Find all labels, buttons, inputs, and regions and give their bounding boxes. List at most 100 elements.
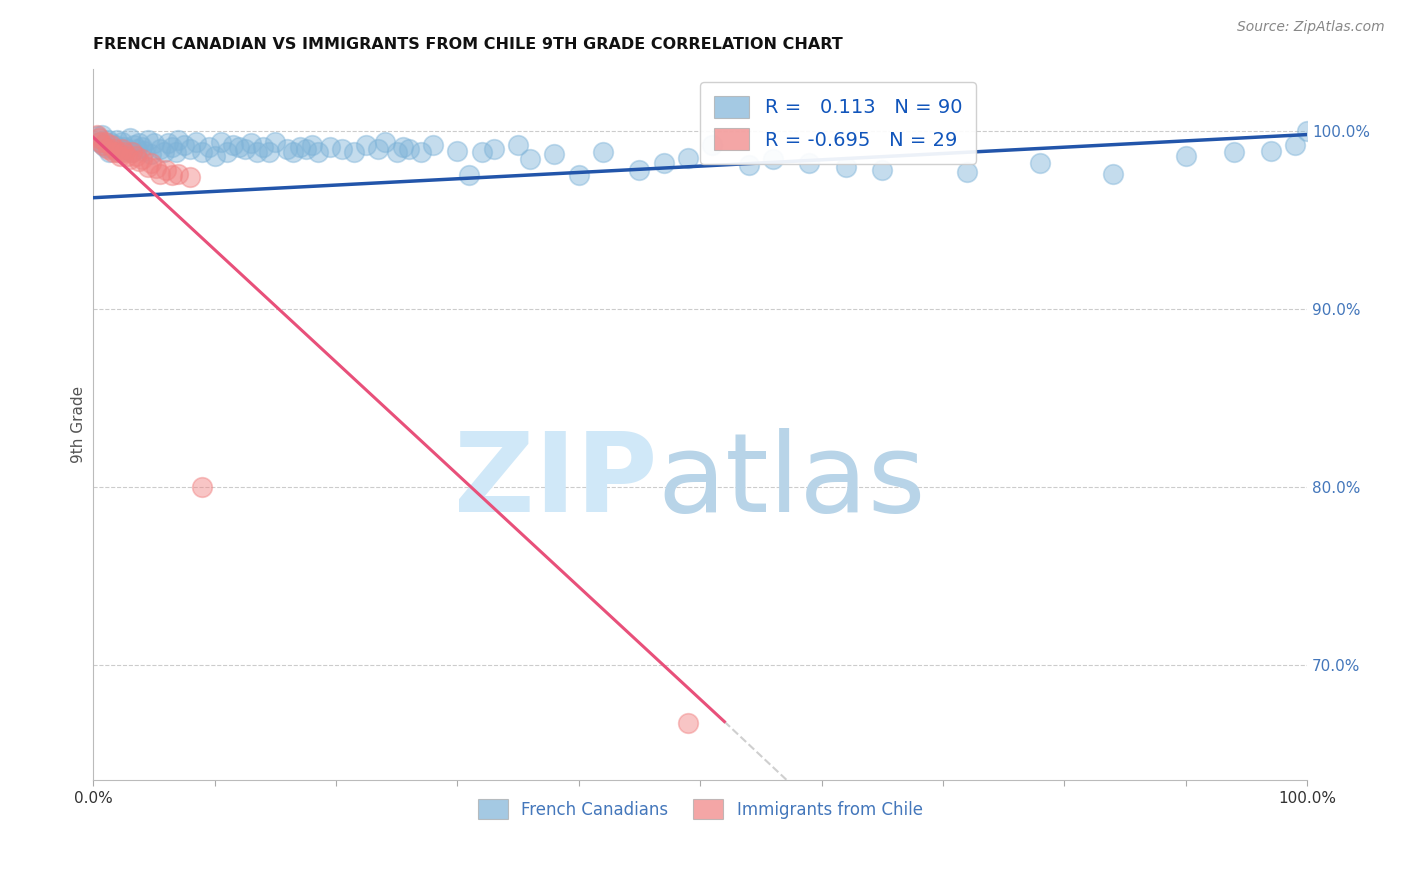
Point (107, 145, 129, 160)
Point (1223, 145, 1246, 160)
Point (94, 135, 117, 149)
Y-axis label: 9th Grade: 9th Grade (72, 386, 86, 463)
Point (125, 142, 148, 156)
Point (128, 154, 150, 169)
Point (191, 145, 214, 160)
Point (835, 160, 858, 174)
Point (283, 145, 305, 160)
Point (228, 140, 250, 154)
Point (257, 145, 280, 160)
Point (134, 144, 156, 158)
Point (276, 142, 298, 156)
Point (136, 160, 159, 174)
Point (121, 145, 143, 160)
Point (167, 167, 190, 181)
Point (152, 145, 174, 160)
Point (160, 169, 183, 183)
Point (409, 145, 432, 160)
Point (307, 145, 329, 160)
Point (1296, 124, 1319, 138)
Point (121, 145, 143, 160)
Point (97, 133, 120, 147)
Point (956, 165, 979, 179)
Point (1174, 149, 1197, 163)
Point (356, 138, 378, 153)
Point (288, 140, 311, 154)
Point (118, 131, 141, 145)
Point (155, 163, 177, 178)
Point (1101, 167, 1123, 181)
Point (1284, 138, 1306, 153)
Point (1029, 156, 1052, 170)
Point (141, 147, 163, 161)
Point (799, 156, 821, 170)
Point (91, 138, 114, 153)
Point (373, 135, 395, 149)
Point (97, 142, 120, 156)
Text: ZIP: ZIP (454, 428, 658, 535)
Point (91, 138, 114, 153)
Point (89, 135, 111, 149)
Text: Source: ZipAtlas.com: Source: ZipAtlas.com (1237, 20, 1385, 34)
Point (100, 136, 122, 151)
Point (118, 153, 141, 167)
Point (131, 153, 153, 167)
Point (233, 142, 256, 156)
Point (870, 163, 893, 178)
Point (104, 142, 127, 156)
Point (330, 142, 353, 156)
Point (90, 128, 112, 142)
Point (136, 133, 159, 147)
Point (101, 142, 124, 156)
Point (97, 145, 120, 160)
Text: FRENCH CANADIAN VS IMMIGRANTS FROM CHILE 9TH GRADE CORRELATION CHART: FRENCH CANADIAN VS IMMIGRANTS FROM CHILE… (93, 37, 844, 53)
Point (422, 138, 444, 153)
Point (568, 169, 591, 183)
Point (471, 145, 494, 160)
Point (458, 169, 481, 183)
Point (628, 163, 651, 178)
Point (101, 145, 124, 160)
Point (391, 140, 413, 154)
Point (215, 145, 238, 160)
Point (141, 156, 163, 170)
Point (157, 136, 180, 151)
Point (592, 145, 614, 160)
Point (676, 151, 699, 165)
Point (115, 142, 138, 156)
Point (149, 142, 172, 156)
Point (89, 131, 111, 145)
Point (186, 135, 208, 149)
Point (124, 138, 146, 153)
Point (1260, 144, 1282, 158)
Point (385, 145, 408, 160)
Point (179, 170, 201, 185)
Point (89, 135, 111, 149)
Point (108, 149, 131, 163)
Point (676, 716, 699, 731)
Point (543, 147, 565, 161)
Point (107, 133, 129, 147)
Point (112, 145, 135, 160)
Point (367, 142, 389, 156)
Point (86, 129, 108, 144)
Text: atlas: atlas (658, 428, 927, 535)
Point (94, 140, 117, 154)
Point (482, 142, 505, 156)
Point (398, 142, 420, 156)
Point (145, 161, 167, 176)
Point (246, 145, 269, 160)
Point (149, 167, 172, 181)
Point (319, 140, 342, 154)
Point (264, 135, 287, 149)
Point (131, 140, 153, 154)
Point (128, 136, 150, 151)
Point (294, 142, 316, 156)
Point (111, 135, 134, 149)
Point (252, 140, 274, 154)
Point (343, 145, 366, 160)
Point (702, 138, 724, 153)
Point (301, 138, 323, 153)
Point (111, 142, 134, 156)
Point (737, 158, 759, 172)
